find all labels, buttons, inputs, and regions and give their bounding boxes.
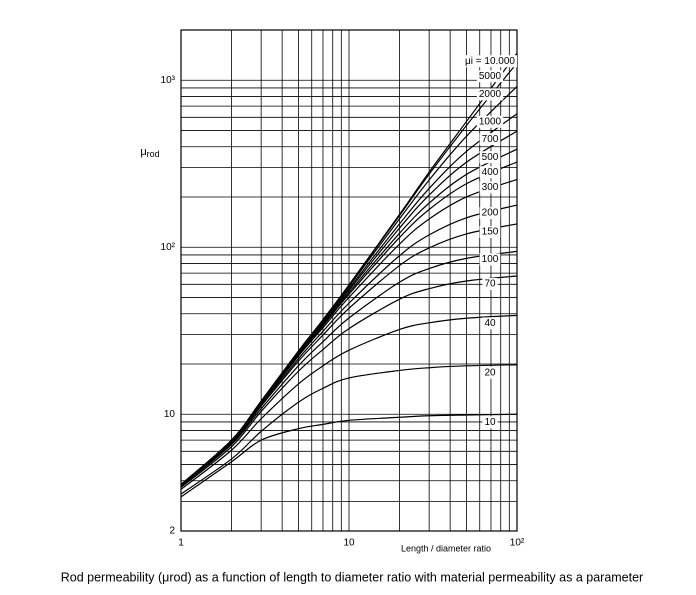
series-label-bg — [476, 88, 504, 101]
curves — [180, 52, 518, 498]
series-label-bg — [479, 225, 501, 238]
x-tick-label: 10 — [343, 538, 355, 549]
series-label-bg — [479, 253, 501, 266]
series-label-text: 1000 — [479, 116, 502, 127]
series-label-text: 20 — [484, 367, 496, 378]
series-label-bg — [476, 70, 504, 83]
series-label: 20 — [482, 366, 498, 379]
curve — [180, 130, 518, 486]
series-label-text: 5000 — [479, 71, 502, 82]
series-label: μi = 10.000 — [463, 55, 517, 68]
series-label-text: 10 — [484, 417, 496, 428]
series-label-bg — [463, 55, 517, 68]
series-label-text: 40 — [484, 318, 496, 329]
series-label-bg — [479, 166, 501, 179]
series-label: 40 — [482, 317, 498, 330]
series-label-bg — [482, 277, 498, 290]
y-axis-label-subscript: rod — [147, 149, 160, 159]
series-label-text: 700 — [482, 134, 499, 145]
y-tick-label: 2 — [169, 526, 175, 537]
series-label-text: μi = 10.000 — [465, 56, 515, 67]
series-label-text: 300 — [482, 182, 499, 193]
y-tick-label: 10³ — [161, 75, 176, 86]
series-label: 500 — [479, 151, 501, 164]
series-label: 2000 — [476, 88, 504, 101]
series-label-bg — [479, 133, 501, 146]
series-label-text: 100 — [482, 254, 499, 265]
curve — [180, 364, 518, 495]
curve — [180, 204, 518, 486]
curve — [180, 250, 518, 487]
series-label-text: 2000 — [479, 89, 502, 100]
y-tick-label: 10 — [164, 409, 176, 420]
caption: Rod permeability (μrod) as a function of… — [61, 570, 643, 584]
curve — [180, 52, 518, 485]
series-label-text: 70 — [484, 279, 496, 290]
curve — [180, 223, 518, 487]
x-axis-label: Length / diameter ratio — [401, 543, 491, 553]
series-label-bg — [476, 115, 504, 128]
series-label: 400 — [479, 166, 501, 179]
series-label: 700 — [479, 133, 501, 146]
series-label: 100 — [479, 253, 501, 266]
series-label: 300 — [479, 181, 501, 194]
x-tick-label: 10² — [510, 538, 525, 549]
grid — [180, 30, 518, 532]
series-label-bg — [482, 366, 498, 379]
y-axis-label: μrod — [140, 146, 159, 159]
curve — [180, 413, 518, 498]
series-label: 5000 — [476, 70, 504, 83]
series-label-text: 150 — [482, 227, 499, 238]
series-label: 70 — [482, 277, 498, 290]
curve — [180, 275, 518, 488]
y-tick-label: 10² — [161, 242, 176, 253]
series-label-text: 500 — [482, 152, 499, 163]
series-label-bg — [482, 317, 498, 330]
curve — [180, 314, 518, 490]
series-label-bg — [479, 181, 501, 194]
series-label-bg — [479, 207, 501, 220]
series-label: 10 — [482, 416, 498, 429]
series-label: 1000 — [476, 115, 504, 128]
series-label-bg — [482, 416, 498, 429]
series-label-bg — [479, 151, 501, 164]
y-axis-label-symbol: μ — [140, 146, 146, 158]
series-label-text: 400 — [482, 167, 499, 178]
series-label: 200 — [479, 207, 501, 220]
series-label-text: 200 — [482, 208, 499, 219]
series-label: 150 — [479, 225, 501, 238]
x-tick-label: 1 — [178, 538, 184, 549]
